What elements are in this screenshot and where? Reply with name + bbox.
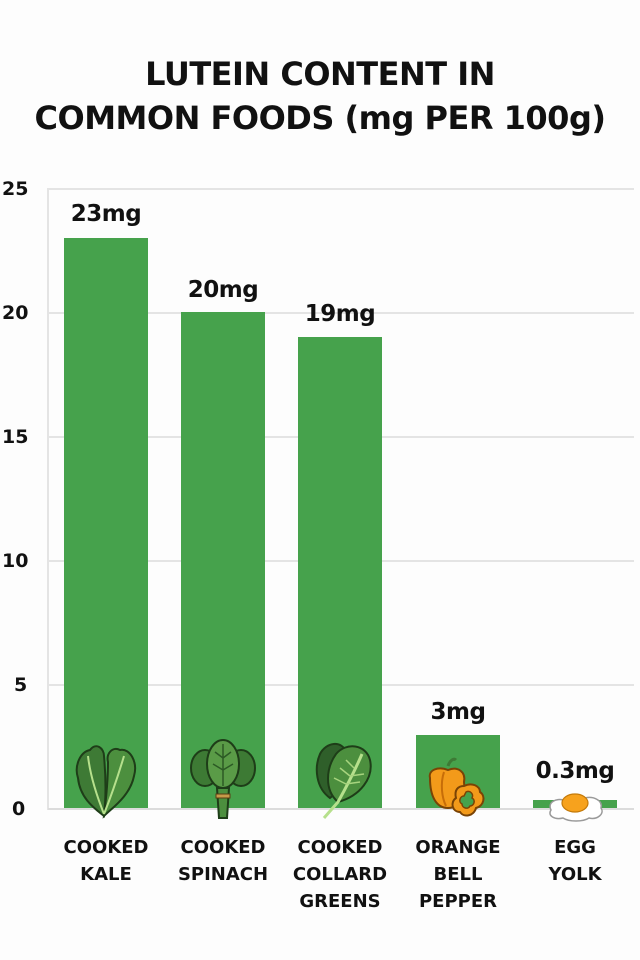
gridline-20 [48, 312, 634, 314]
bar-cooked-collard-greens [298, 337, 382, 808]
y-tick-25: 25 [2, 178, 29, 200]
value-label-collard: 19mg [304, 301, 376, 327]
x-label-cooked-collard-greens: COOKED COLLARD GREENS [292, 837, 388, 912]
value-label-pepper: 3mg [430, 699, 486, 725]
spinach-bunch-icon [190, 739, 256, 819]
y-axis-line [47, 188, 49, 810]
bar-cooked-kale [64, 238, 148, 808]
value-label-kale: 23mg [70, 201, 142, 227]
value-label-egg: 0.3mg [535, 758, 615, 784]
kale-leaf-icon [75, 745, 136, 819]
fried-egg-icon [549, 793, 603, 822]
orange-bell-pepper-icon [428, 757, 485, 817]
collard-leaf-icon [315, 743, 372, 819]
x-label-cooked-kale: COOKED KALE [63, 837, 149, 885]
y-tick-20: 20 [2, 302, 29, 324]
y-tick-10: 10 [2, 550, 29, 572]
chart-title-line1: LUTEIN CONTENT IN [145, 55, 495, 93]
chart-title-line2: COMMON FOODS (mg PER 100g) [34, 99, 606, 137]
x-label-cooked-spinach: COOKED SPINACH [177, 837, 269, 885]
x-label-orange-bell-pepper: ORANGE BELL PEPPER [415, 837, 501, 912]
value-label-spinach: 20mg [187, 277, 259, 303]
gridline-25 [48, 188, 634, 190]
y-tick-15: 15 [2, 426, 29, 448]
chart-title: LUTEIN CONTENT IN COMMON FOODS (mg PER 1… [0, 52, 640, 140]
bar-cooked-spinach [181, 312, 265, 808]
x-axis-line [48, 808, 634, 810]
x-label-egg-yolk: EGG YOLK [548, 837, 602, 885]
y-tick-0: 0 [12, 798, 26, 820]
y-tick-5: 5 [14, 674, 28, 696]
